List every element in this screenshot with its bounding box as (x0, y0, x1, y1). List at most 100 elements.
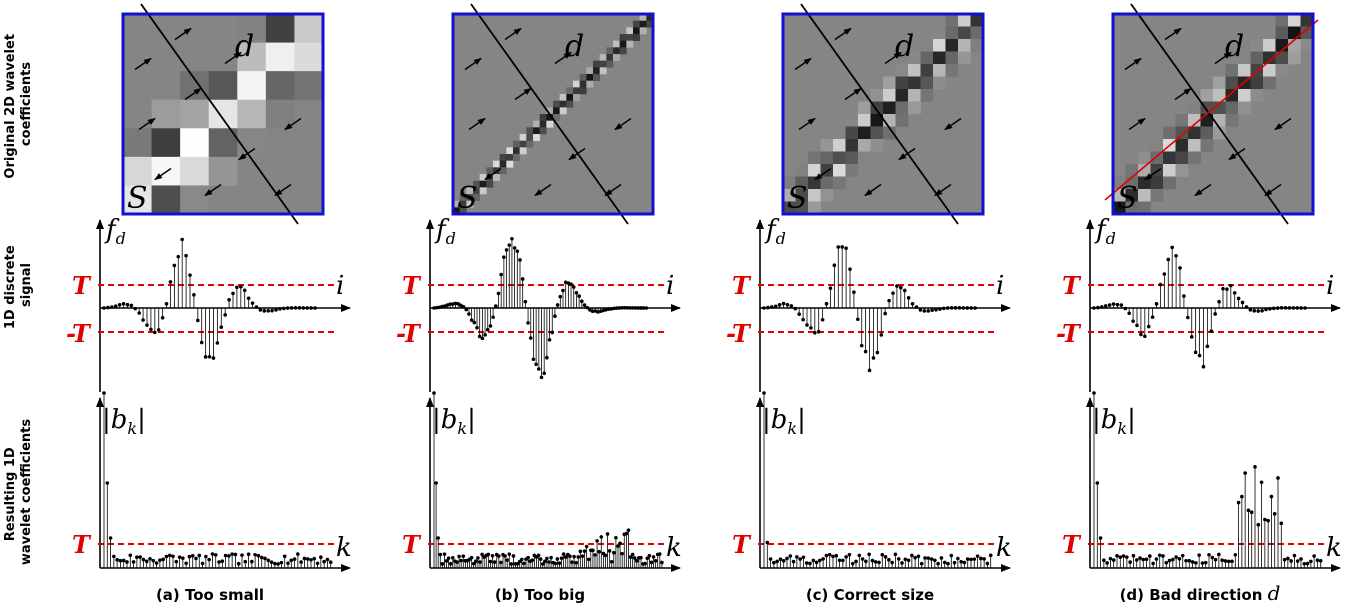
coeff-point (985, 561, 990, 566)
field-arrow (864, 183, 882, 197)
coefficient-image: dS (1104, 3, 1319, 225)
coefficient-cell (579, 80, 587, 88)
coefficient-cell (1288, 14, 1301, 27)
signal-point (766, 305, 770, 310)
coefficient-cell (533, 127, 540, 135)
coeff-point (1125, 555, 1129, 559)
coeff-point (628, 555, 633, 559)
coefficient-cell (237, 99, 267, 129)
coeff-point (1200, 561, 1205, 565)
coefficient-cell (479, 187, 487, 195)
signal-point (805, 323, 809, 327)
signal-point (1221, 286, 1225, 291)
coeff-point (1092, 391, 1096, 395)
coeff-point (593, 553, 597, 557)
signal-axis-label: fd (104, 215, 126, 248)
signal-point (879, 333, 884, 337)
coefficient-cell (920, 76, 934, 90)
coefficient-cell (553, 100, 560, 108)
coefficient-cell (1250, 76, 1264, 90)
signal-point (1115, 302, 1120, 307)
coeff-point (520, 557, 524, 562)
signal-point (121, 301, 126, 306)
coeff-point (969, 557, 973, 562)
coeff-point (563, 555, 568, 559)
coeff-point (956, 556, 960, 561)
direction-line (470, 3, 629, 225)
signal-point (199, 340, 204, 345)
signal-axis-label: fd (764, 215, 786, 248)
coeff-point (515, 561, 520, 566)
coeff-point (102, 391, 106, 395)
field-arrow (1164, 27, 1182, 41)
signal-point (1236, 296, 1241, 301)
signal-point (1256, 309, 1260, 313)
coefficient-cell (1225, 89, 1239, 102)
field-arrow (174, 27, 192, 41)
coefficient-cell (945, 51, 959, 65)
signal-point (816, 329, 821, 334)
coeff-point (850, 561, 855, 566)
signal-point (930, 308, 934, 313)
coeff-point (979, 556, 983, 561)
coeff-point (926, 556, 931, 560)
coeff-point (497, 554, 501, 558)
neg-threshold-label: -T (1056, 319, 1082, 348)
signal-point (969, 306, 973, 310)
signal-point (547, 337, 552, 342)
signal-point (448, 302, 452, 306)
signal-point (153, 330, 157, 335)
coefficient-cell (453, 207, 460, 215)
coefficient-cell (970, 39, 984, 52)
coeff-plot: T |bk| k (72, 391, 352, 572)
signal-point (1186, 315, 1190, 320)
coeff-point (952, 560, 957, 565)
coeff-point (545, 556, 549, 561)
coefficient-cell (559, 94, 567, 101)
signal-point (285, 306, 290, 310)
signal-point (945, 306, 950, 310)
coeff-point (1309, 559, 1313, 564)
coeff-point (273, 561, 277, 566)
coefficient-cell (845, 126, 859, 140)
coeff-point (612, 550, 616, 555)
coefficient-cell (808, 189, 821, 202)
signal-point (494, 304, 498, 308)
coeff-point (618, 541, 622, 546)
signal-point (110, 305, 114, 309)
signal-point (504, 248, 509, 252)
coeff-point (923, 556, 927, 560)
coeff-point (1253, 465, 1257, 469)
coefficient-cell (493, 160, 500, 168)
coefficient-cell (123, 185, 152, 215)
direction-label: d (235, 29, 254, 64)
signal-point (1170, 245, 1174, 250)
coeff-point (256, 553, 261, 558)
coefficient-cell (1288, 26, 1301, 40)
coefficient-cell (1200, 89, 1214, 102)
coefficient-cell (870, 89, 884, 102)
coefficient-cell (294, 14, 324, 43)
coeff-point (1207, 552, 1211, 557)
field-arrow (224, 51, 242, 65)
coeff-axis-label: |bk| (102, 405, 146, 438)
signal-point (145, 323, 149, 327)
coeff-point (1259, 480, 1264, 485)
signal-point (235, 285, 239, 290)
signal-point (453, 301, 458, 306)
coeff-axis-label: |bk| (432, 405, 476, 438)
coefficient-cell (633, 27, 640, 35)
signal-point (515, 249, 520, 253)
signal-point (274, 308, 278, 312)
coefficient-cell (945, 64, 959, 77)
coefficient-cell (599, 60, 607, 68)
coeff-point (827, 552, 832, 557)
signal-point (526, 321, 530, 325)
coefficient-cell (908, 76, 921, 90)
coeff-point (1249, 510, 1254, 515)
coeff-point (1292, 553, 1297, 558)
coeff-point (873, 560, 878, 564)
coeff-point (762, 391, 766, 395)
signal-point (1209, 329, 1214, 333)
